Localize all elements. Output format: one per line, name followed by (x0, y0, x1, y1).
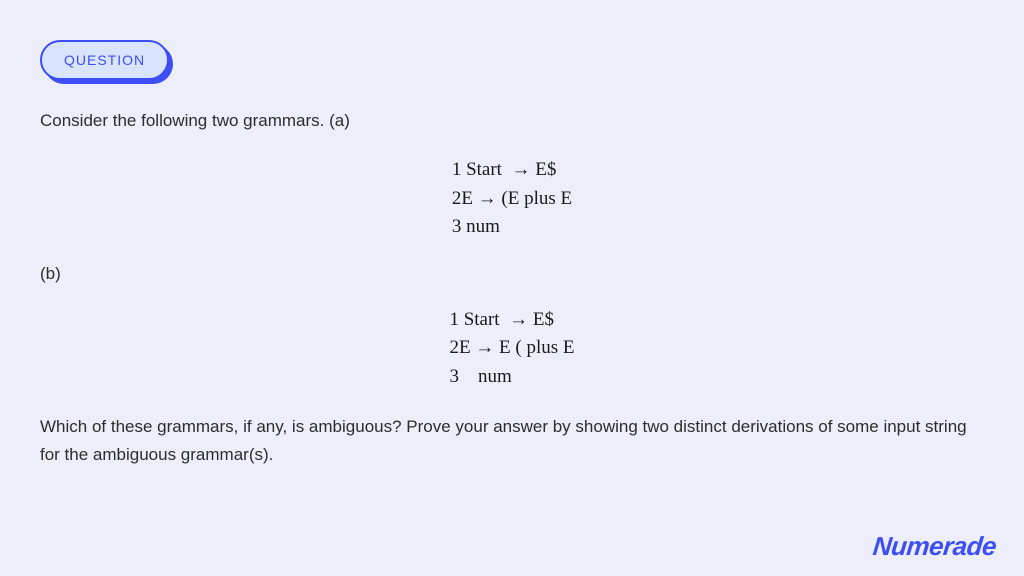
closing-text: Which of these grammars, if any, is ambi… (40, 413, 980, 467)
grammar-a-line1: 1 Start → E$ (452, 156, 572, 185)
grammar-b: 1 Start → E$ 2E → E ( plus E 3 num (449, 306, 574, 392)
grammar-b-line1: 1 Start → E$ (449, 306, 574, 335)
question-badge: QUESTION (40, 40, 169, 80)
grammar-a: 1 Start → E$ 2E → (E plus E 3 num (452, 156, 572, 242)
grammar-b-line2: 2E → E ( plus E (449, 334, 574, 363)
grammar-a-line3: 3 num (452, 213, 572, 242)
grammar-a-line2: 2E → (E plus E (452, 185, 572, 214)
part-b-label: (b) (40, 264, 984, 284)
grammar-b-line3: 3 num (449, 363, 574, 392)
brand-logo: Numerade (871, 531, 997, 562)
intro-text: Consider the following two grammars. (a) (40, 108, 984, 134)
